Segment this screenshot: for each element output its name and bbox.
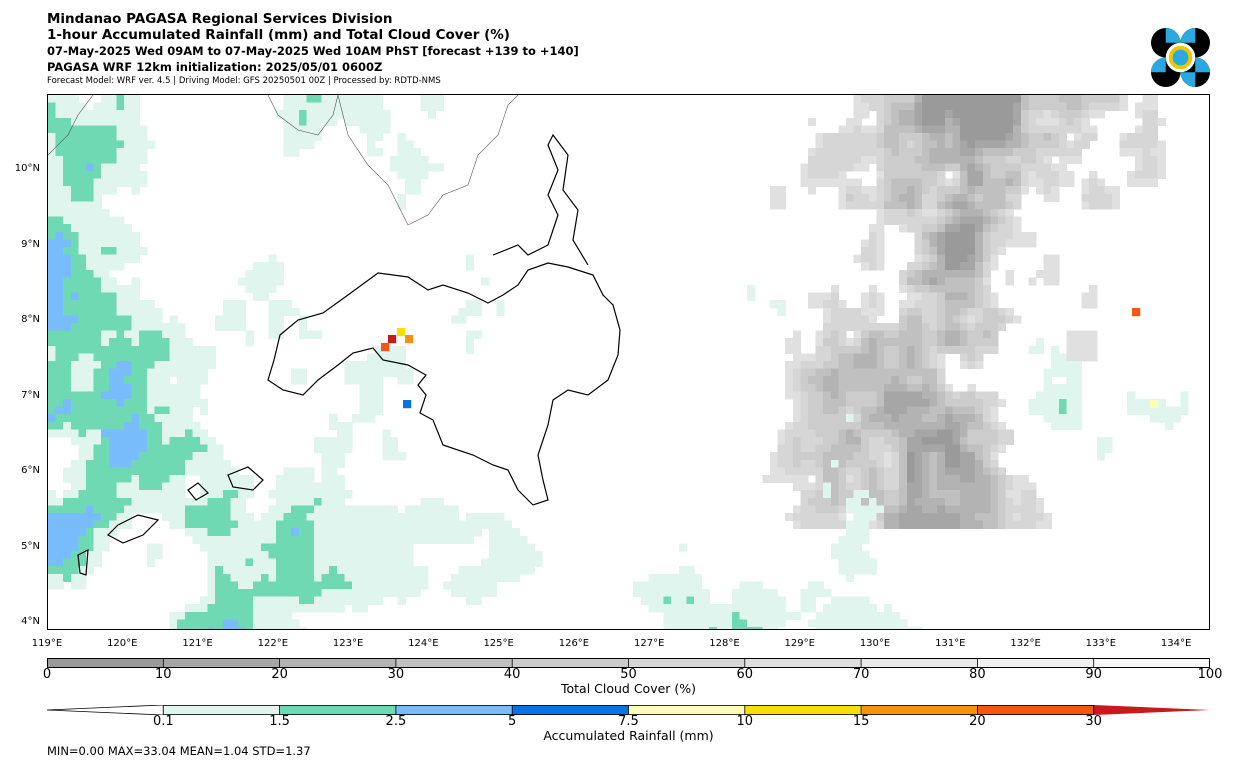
lon-label: 120°E [107,638,138,649]
mindanao-coast [267,262,621,506]
lat-label: 10°N [14,163,40,175]
cloud-color-segment [977,658,1095,668]
title-initialization: PAGASA WRF 12km initialization: 2025/05/… [47,60,383,74]
cloud-tick: 100 [1197,667,1223,682]
north-coast [492,133,589,266]
lon-label: 134°E [1160,638,1192,649]
map-layer [48,95,1189,629]
rain-color-segment [163,705,280,715]
cloud-color-segment [163,658,281,668]
lon-label: 127°E [633,638,665,649]
title-valid-time: 07-May-2025 Wed 09AM to 07-May-2025 Wed … [47,44,579,58]
cloud-cover-label: Total Cloud Cover (%) [560,681,697,696]
lat-label: 5°N [21,540,40,552]
rain-tick: 7.5 [618,714,639,729]
cloud-tick: 30 [387,667,405,682]
coastlines [77,133,621,576]
lon-label: 132°E [1010,638,1041,649]
pagasa-logo [1151,28,1210,87]
lat-label: 6°N [21,465,40,477]
rain-color-segment [279,705,396,715]
cloud-color-segment [628,658,746,668]
lon-label: 121°E [182,638,213,649]
field-cells [48,95,1189,629]
lat-label: 8°N [21,314,40,326]
rainfall-label: Accumulated Rainfall (mm) [543,728,714,743]
lon-label: 124°E [408,638,439,649]
rain-tick: 15 [852,714,870,729]
title-product: 1-hour Accumulated Rainfall (mm) and Tot… [47,27,510,43]
rainfall-colorbar [47,705,1210,715]
cloud-cover-colorbar [47,658,1210,668]
rain-color-segment [512,705,629,715]
cloud-color-segment [47,658,164,668]
rain-hotspot [405,335,414,344]
rain-color-segment [977,705,1094,715]
rain-color-segment [628,705,745,715]
cloud-tick: 10 [155,667,172,682]
rain-hotspot [388,335,397,344]
cloud-tick: 40 [503,667,521,682]
cloud-tick: 20 [271,667,288,682]
rain-tick: 0.1 [152,714,174,729]
cloud-color-segment [1093,658,1210,668]
cloud-tick: 0 [42,667,52,682]
cloud-tick: 70 [852,667,870,682]
cloud-color-segment [395,658,513,668]
lat-label: 4°N [21,616,40,628]
rain-hotspot [403,400,412,409]
rain-hotspot [1150,400,1159,409]
statistics: MIN=0.00 MAX=33.04 MEAN=1.04 STD=1.37 [47,744,311,758]
rainfall-cloud-map [47,94,1210,630]
lon-label: 131°E [935,638,966,649]
northern-coasts [48,95,519,226]
lon-label: 122°E [257,638,289,649]
rain-tick: 5 [508,714,517,729]
lon-label: 129°E [784,638,815,649]
lon-label: 125°E [483,638,514,649]
cloud-color-segment [861,658,978,668]
rain-color-segment [395,705,513,715]
cloud-tick: 80 [969,667,986,682]
rain-hotspot [381,343,390,352]
cloud-color-segment [279,658,397,668]
sulu-islands [77,466,264,576]
lon-label: 119°E [31,638,63,649]
cloud-tick: 50 [620,667,637,682]
rain-color-segment [861,705,978,715]
lon-label: 133°E [1085,638,1117,649]
rain-tick: 30 [1085,714,1102,729]
cloud-color-segment [744,658,862,668]
lat-label: 9°N [21,238,40,250]
lon-label: 130°E [859,638,891,649]
cloud-color-segment [512,658,629,668]
rain-tick: 20 [969,714,986,729]
rain-color-segment [744,705,862,715]
title-model-info: Forecast Model: WRF ver. 4.5 | Driving M… [47,76,441,86]
lat-label: 7°N [21,389,40,401]
lon-label: 128°E [709,638,740,649]
lon-label: 126°E [558,638,590,649]
visayas-coast [48,95,519,226]
title-region: Mindanao PAGASA Regional Services Divisi… [47,11,393,27]
rain-extend-high [1093,705,1210,715]
rain-hotspot [397,328,406,337]
rain-hotspot [1132,308,1141,317]
rain-tick: 1.5 [269,714,290,729]
cloud-tick: 90 [1085,667,1102,682]
cloud-tick: 60 [736,667,754,682]
lon-label: 123°E [332,638,364,649]
rain-tick: 10 [736,714,754,729]
rain-tick: 2.5 [385,714,407,729]
